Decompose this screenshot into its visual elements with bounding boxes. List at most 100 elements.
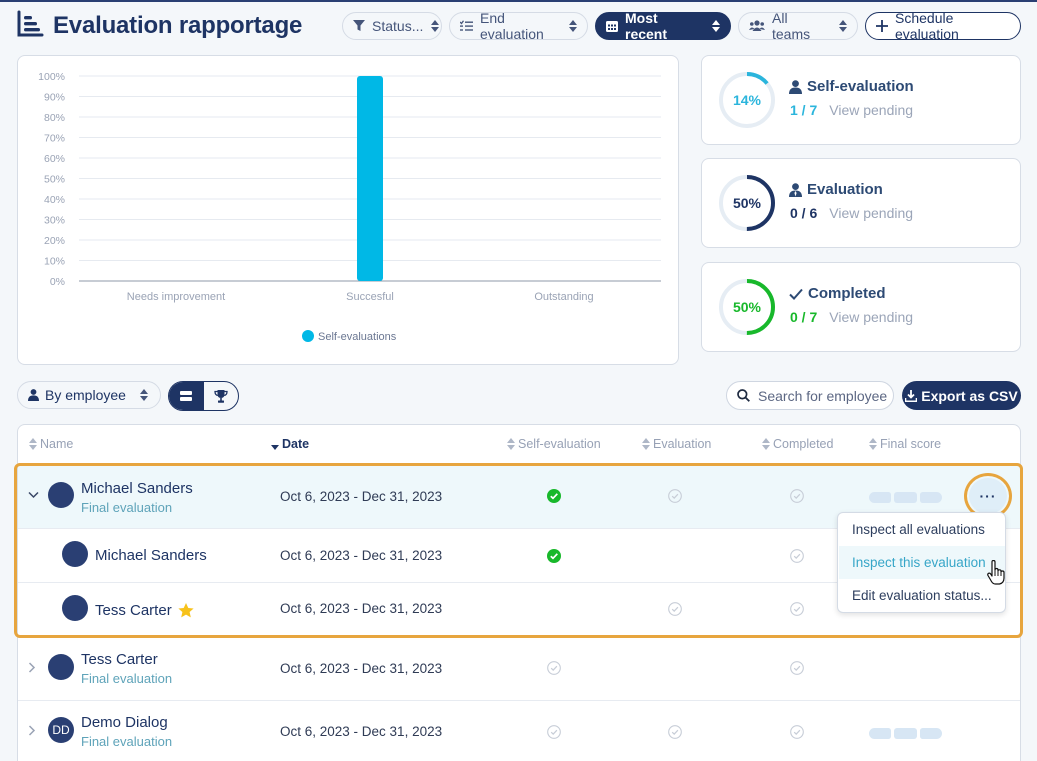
sort-icon <box>29 438 37 450</box>
ring-progress <box>719 279 775 335</box>
employee-cell: Tess Carter Final evaluation <box>81 651 172 686</box>
completed-card[interactable]: 50% Completed 0 / 7 View pending <box>701 262 1021 352</box>
date-range: Oct 6, 2023 - Dec 31, 2023 <box>280 489 443 504</box>
date-range: Oct 6, 2023 - Dec 31, 2023 <box>280 601 443 616</box>
check-filled-icon <box>547 489 561 503</box>
trophy-view-button[interactable] <box>204 382 239 410</box>
final-score-bar <box>869 728 942 739</box>
team-icon <box>749 20 765 32</box>
view-pending-link[interactable]: View pending <box>829 102 914 118</box>
col-header-final-score[interactable]: Final score <box>869 425 941 463</box>
x-tick-label: Needs improvement <box>127 291 225 303</box>
export-csv-button[interactable]: Export as CSV <box>902 381 1021 410</box>
check-outline-icon <box>790 602 804 616</box>
status-filter[interactable]: Status... <box>342 12 442 40</box>
sort-icon <box>869 438 877 450</box>
col-header-date[interactable]: Date <box>271 425 309 463</box>
col-header-label: Evaluation <box>653 437 712 451</box>
sort-icon <box>642 438 650 450</box>
stat-count: 1 / 7 <box>790 102 818 118</box>
date-range: Oct 6, 2023 - Dec 31, 2023 <box>280 661 443 676</box>
list-icon <box>180 391 193 401</box>
final-score-bar <box>869 492 942 503</box>
check-filled-icon <box>547 549 561 563</box>
menu-item-edit-status[interactable]: Edit evaluation status... <box>852 588 992 603</box>
x-tick-label: Succesful <box>346 291 394 303</box>
employee-name: Michael Sanders <box>95 547 207 564</box>
view-by-label: By employee <box>45 387 126 403</box>
date-range: Oct 6, 2023 - Dec 31, 2023 <box>280 548 443 563</box>
chevron-right-icon[interactable] <box>28 725 36 736</box>
menu-hover-background <box>839 546 1005 579</box>
download-icon <box>905 389 918 402</box>
col-header-completed[interactable]: Completed <box>762 425 833 463</box>
hand-cursor-icon <box>986 559 1006 591</box>
sort-icon <box>839 20 847 32</box>
star-icon <box>178 603 194 618</box>
y-tick-label: 30% <box>44 215 65 227</box>
col-header-label: Date <box>282 437 310 451</box>
trophy-icon <box>214 389 228 403</box>
avatar: DD <box>48 717 74 743</box>
y-tick-label: 50% <box>44 174 65 186</box>
col-header-name[interactable]: Name <box>29 425 73 463</box>
employee-cell: Michael Sanders Final evaluation <box>81 480 193 515</box>
list-view-button[interactable] <box>169 382 204 410</box>
table-row[interactable]: Michael Sanders Oct 6, 2023 - Dec 31, 20… <box>18 528 1020 582</box>
most-recent-filter[interactable]: Most recent <box>595 10 731 42</box>
table-row[interactable]: Tess Carter Oct 6, 2023 - Dec 31, 2023 <box>18 582 1020 637</box>
y-tick-label: 80% <box>44 112 65 124</box>
stat-count: 0 / 6 <box>790 205 818 221</box>
sort-icon <box>139 389 148 401</box>
menu-item-inspect-this[interactable]: Inspect this evaluation <box>852 555 986 570</box>
table-row[interactable]: Tess Carter Final evaluation Oct 6, 2023… <box>18 637 1020 700</box>
more-actions-button[interactable]: ··· <box>964 473 1012 519</box>
avatar <box>62 541 88 567</box>
report-icon <box>16 10 44 43</box>
view-by-select[interactable]: By employee <box>17 381 161 409</box>
top-accent-line <box>0 0 1037 2</box>
all-teams-filter[interactable]: All teams <box>738 10 858 42</box>
view-pending-link[interactable]: View pending <box>829 205 914 221</box>
calendar-icon <box>606 20 618 32</box>
sort-icon <box>569 20 577 32</box>
bar-chart: 0% 10% 20% 30% 40% 50% 60% 70% 80% 90% 100% Needs i… <box>38 71 661 343</box>
y-tick-label: 100% <box>38 71 65 83</box>
table-toolbar: By employee Search for employee Export a… <box>17 381 1021 411</box>
ring-progress <box>719 72 775 128</box>
y-tick-label: 20% <box>44 235 65 247</box>
most-recent-label: Most recent <box>625 10 668 42</box>
table-row[interactable]: DD Demo Dialog Final evaluation Oct 6, 2… <box>18 700 1020 761</box>
stat-title-label: Completed <box>808 285 886 302</box>
col-header-label: Completed <box>773 437 834 451</box>
end-evaluation-filter[interactable]: End evaluation <box>449 10 588 42</box>
check-outline-icon <box>790 549 804 563</box>
y-tick-label: 0% <box>50 276 65 288</box>
y-tick-label: 60% <box>44 153 65 165</box>
view-pending-link[interactable]: View pending <box>829 309 914 325</box>
avatar <box>48 482 74 508</box>
menu-item-inspect-all[interactable]: Inspect all evaluations <box>852 522 985 537</box>
person-icon <box>789 79 802 94</box>
person-icon <box>28 389 39 401</box>
bar <box>357 76 383 281</box>
chevron-down-icon[interactable] <box>28 491 39 499</box>
all-teams-label: All teams <box>772 10 811 42</box>
schedule-evaluation-label: Schedule evaluation <box>895 10 959 42</box>
evaluation-type: Final evaluation <box>81 671 173 686</box>
stat-count: 0 / 7 <box>790 309 818 325</box>
self-evaluation-card[interactable]: 14% Self-evaluation 1 / 7 View pending <box>701 55 1021 145</box>
col-header-evaluation[interactable]: Evaluation <box>642 425 711 463</box>
col-header-self-evaluation[interactable]: Self-evaluation <box>507 425 601 463</box>
evaluation-card[interactable]: 50% Evaluation 0 / 6 View pending <box>701 158 1021 248</box>
employee-name: Tess Carter <box>81 651 158 668</box>
header: Evaluation rapportage Status... End eval… <box>16 10 1021 42</box>
employee-name: Demo Dialog <box>81 714 168 731</box>
chevron-right-icon[interactable] <box>28 662 36 673</box>
employee-search-input[interactable]: Search for employee <box>726 381 894 410</box>
page-title-wrap: Evaluation rapportage <box>16 10 302 42</box>
schedule-evaluation-button[interactable]: Schedule evaluation <box>865 10 1021 42</box>
check-outline-icon <box>668 725 682 739</box>
check-outline-icon <box>790 489 804 503</box>
y-tick-label: 10% <box>44 256 65 268</box>
